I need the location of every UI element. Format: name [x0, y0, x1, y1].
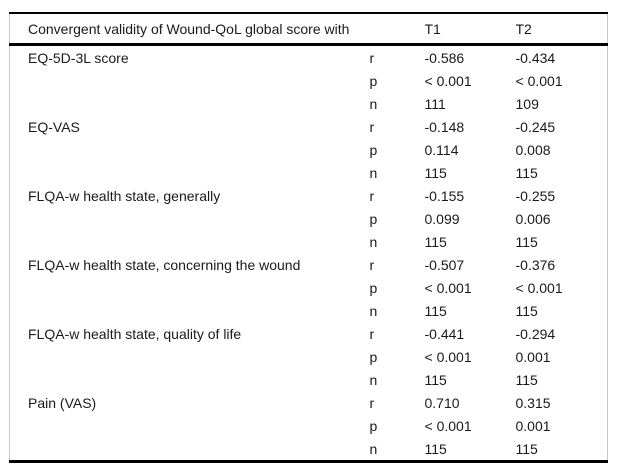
t2-value-cell: 115 [515, 164, 538, 181]
t2-value-cell: -0.434 [515, 49, 556, 66]
table-row: n 115 115 [10, 230, 608, 253]
measure-label-cell: FLQA-w health state, quality of life [28, 325, 242, 342]
table-row: FLQA-w health state, quality of life r -0.… [10, 322, 608, 345]
t2-value-cell: < 0.001 [515, 279, 563, 296]
t1-value-cell: < 0.001 [424, 72, 472, 89]
table-row: EQ-5D-3L score r -0.586 -0.434 [10, 45, 608, 70]
measure-label-cell: EQ-VAS [28, 118, 80, 135]
t2-value-cell: 115 [515, 233, 538, 250]
measure-label-cell [10, 368, 370, 391]
measure-label-cell [10, 414, 370, 437]
t2-value-cell: 0.001 [515, 417, 551, 434]
t2-value-cell: 0.001 [515, 348, 551, 365]
table-row: p < 0.001 0.001 [10, 414, 608, 437]
t1-value-cell: 115 [424, 371, 447, 388]
convergent-validity-table: Convergent validity of Wound-QoL global … [9, 12, 608, 463]
stat-label-cell: r [369, 49, 375, 66]
t2-value-cell: -0.255 [515, 187, 556, 204]
measure-label-cell [10, 437, 370, 462]
t2-value-cell: -0.294 [515, 325, 556, 342]
header-stat [370, 13, 425, 45]
table-row: p < 0.001 0.001 [10, 345, 608, 368]
t1-value-cell: 0.114 [424, 141, 459, 158]
header-row: Convergent validity of Wound-QoL global … [9, 13, 608, 45]
header-title: Convergent validity of Wound-QoL global … [28, 20, 350, 37]
table-row: n 111 109 [10, 92, 608, 115]
table-row: FLQA-w health state, generally r -0.155 -0.… [10, 184, 608, 207]
t1-value-cell: 115 [424, 233, 447, 250]
stat-label-cell: p [369, 141, 378, 158]
t2-value-cell: 115 [515, 302, 538, 319]
stat-label-cell: r [369, 187, 375, 204]
t1-value-cell: 0.710 [424, 394, 460, 411]
t2-value-cell: 109 [515, 95, 539, 112]
measure-label-cell [10, 299, 370, 322]
t2-value-cell: 115 [515, 371, 538, 388]
t1-value-cell: -0.586 [424, 49, 465, 66]
stat-label-cell: r [369, 118, 375, 135]
measure-label-cell: FLQA-w health state, concerning the woun… [28, 256, 301, 273]
t1-value-cell: 111 [424, 95, 446, 112]
stat-label-cell: n [369, 371, 378, 388]
stat-label-cell: p [369, 348, 378, 365]
stat-label-cell: p [369, 72, 378, 89]
stat-label-cell: p [369, 279, 378, 296]
stat-label-cell: n [369, 233, 378, 250]
measure-label-cell: EQ-5D-3L score [28, 49, 129, 66]
stat-label-cell: n [369, 440, 378, 457]
table-header: Convergent validity of Wound-QoL global … [9, 13, 608, 45]
table-row: Pain (VAS) r 0.710 0.315 [10, 391, 608, 414]
t1-value-cell: 115 [424, 440, 447, 457]
table-row: n 115 115 [10, 368, 608, 391]
table-row: n 115 115 [10, 299, 608, 322]
stat-label-cell: n [369, 164, 378, 181]
measure-label-cell: Pain (VAS) [28, 394, 97, 411]
stat-label-cell: r [369, 394, 375, 411]
table-row: n 115 115 [10, 161, 608, 184]
t2-value-cell: < 0.001 [515, 72, 563, 89]
t1-value-cell: -0.507 [424, 256, 465, 273]
measure-label-cell [10, 92, 370, 115]
t2-value-cell: -0.245 [515, 118, 556, 135]
header-t2: T2 [515, 20, 532, 37]
measure-label-cell [10, 138, 370, 161]
stat-label-cell: r [369, 325, 375, 342]
stat-label-cell: n [369, 95, 378, 112]
t2-value-cell: 0.006 [515, 210, 551, 227]
measure-label-cell: FLQA-w health state, generally [28, 187, 221, 204]
stat-label-cell: n [369, 302, 378, 319]
table-body: EQ-5D-3L score r -0.586 -0.434 p < 0.001 < 0.0… [10, 45, 608, 462]
measure-label-cell [10, 345, 370, 368]
t2-value-cell: 115 [515, 440, 538, 457]
t1-value-cell: 0.099 [424, 210, 460, 227]
t1-value-cell: -0.441 [424, 325, 465, 342]
stat-label-cell: r [369, 256, 375, 273]
measure-label-cell [10, 161, 370, 184]
t2-value-cell: -0.376 [515, 256, 556, 273]
header-t1: T1 [424, 20, 441, 37]
table-row: FLQA-w health state, concerning the woun… [10, 253, 608, 276]
table-row: EQ-VAS r -0.148 -0.245 [10, 115, 608, 138]
table-row: p 0.099 0.006 [10, 207, 608, 230]
table-row: p < 0.001 < 0.001 [10, 276, 608, 299]
measure-label-cell [10, 230, 370, 253]
t1-value-cell: -0.155 [424, 187, 465, 204]
stat-label-cell: p [369, 210, 378, 227]
t1-value-cell: 115 [424, 164, 447, 181]
t1-value-cell: < 0.001 [424, 279, 472, 296]
t1-value-cell: < 0.001 [424, 417, 472, 434]
t1-value-cell: 115 [424, 302, 447, 319]
t1-value-cell: -0.148 [424, 118, 465, 135]
table-row: n 115 115 [10, 437, 608, 462]
t2-value-cell: 0.008 [515, 141, 551, 158]
t1-value-cell: < 0.001 [424, 348, 472, 365]
stat-label-cell: p [369, 417, 378, 434]
t2-value-cell: 0.315 [515, 394, 551, 411]
table-row: p 0.114 0.008 [10, 138, 608, 161]
measure-label-cell [10, 69, 370, 92]
measure-label-cell [10, 276, 370, 299]
table-row: p < 0.001 < 0.001 [10, 69, 608, 92]
measure-label-cell [10, 207, 370, 230]
